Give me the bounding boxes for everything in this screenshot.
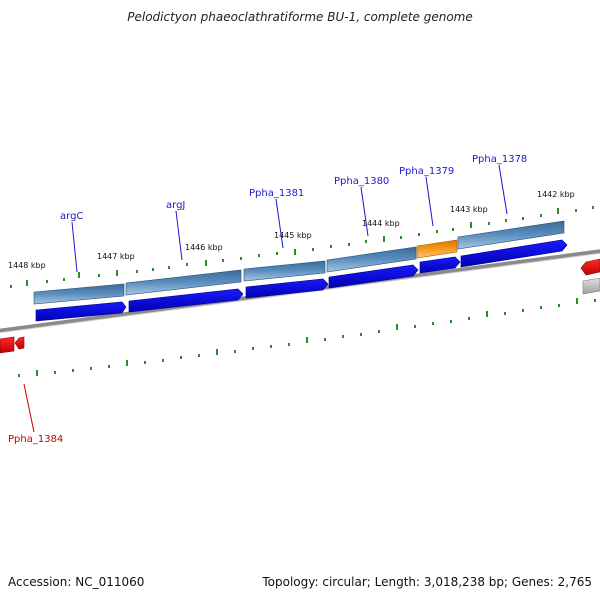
- gene-arrow-argJ[interactable]: [128, 288, 244, 313]
- gene-arrow-Ppha_1381[interactable]: [245, 278, 329, 299]
- label-leaders: [23, 164, 508, 433]
- gene-arrow-Ppha_1379[interactable]: [419, 256, 461, 274]
- gene-label-Ppha_1379[interactable]: Ppha_1379: [399, 166, 454, 177]
- inner-tick-ring: [18, 298, 596, 377]
- cds-block[interactable]: [457, 220, 565, 250]
- tick-label: 1446 kbp: [185, 243, 223, 252]
- gene-arrow-Ppha_1380[interactable]: [328, 264, 419, 289]
- cds-block[interactable]: [33, 283, 125, 305]
- cds-block[interactable]: [243, 260, 326, 282]
- cds-block[interactable]: [326, 246, 417, 273]
- tick-label: 1444 kbp: [362, 219, 400, 228]
- genome-summary-text: Topology: circular; Length: 3,018,238 bp…: [262, 575, 592, 589]
- tick-label: 1445 kbp: [274, 231, 312, 240]
- gene-label-argJ[interactable]: argJ: [166, 200, 185, 211]
- outer-tick-ring: [10, 206, 594, 288]
- cds-block[interactable]: [125, 269, 242, 296]
- tick-label: 1443 kbp: [450, 205, 488, 214]
- gene-arrow-Ppha_1378[interactable]: [460, 239, 568, 268]
- grey-feature-right[interactable]: [582, 277, 600, 295]
- kbp-tick-labels: 1448 kbp 1447 kbp 1446 kbp 1445 kbp 1444…: [8, 190, 575, 270]
- tick-label: 1442 kbp: [537, 190, 575, 199]
- gene-label-Ppha_1381[interactable]: Ppha_1381: [249, 188, 304, 199]
- gene-arrow-Ppha_1384[interactable]: [0, 336, 15, 354]
- cds-block-highlight[interactable]: [416, 239, 458, 259]
- accession-text: Accession: NC_011060: [8, 575, 145, 589]
- gene-arrow-reverse-right[interactable]: [580, 258, 600, 276]
- gene-arrow-reverse-small[interactable]: [14, 336, 25, 350]
- edge-genes: [0, 258, 600, 354]
- gene-labels: argC argJ Ppha_1381 Ppha_1380 Ppha_1379 …: [8, 154, 527, 445]
- gene-label-argC[interactable]: argC: [60, 211, 83, 222]
- tick-label: 1447 kbp: [97, 252, 135, 261]
- tick-label: 1448 kbp: [8, 261, 46, 270]
- cds-track: [33, 220, 565, 305]
- gene-label-Ppha_1380[interactable]: Ppha_1380: [334, 176, 389, 187]
- map-title: Pelodictyon phaeoclathratiforme BU-1, co…: [127, 10, 473, 24]
- gene-label-Ppha_1378[interactable]: Ppha_1378: [472, 154, 527, 165]
- gene-arrow-argC[interactable]: [35, 301, 127, 322]
- gene-label-Ppha_1384[interactable]: Ppha_1384: [8, 434, 63, 445]
- forward-gene-track: [35, 239, 568, 322]
